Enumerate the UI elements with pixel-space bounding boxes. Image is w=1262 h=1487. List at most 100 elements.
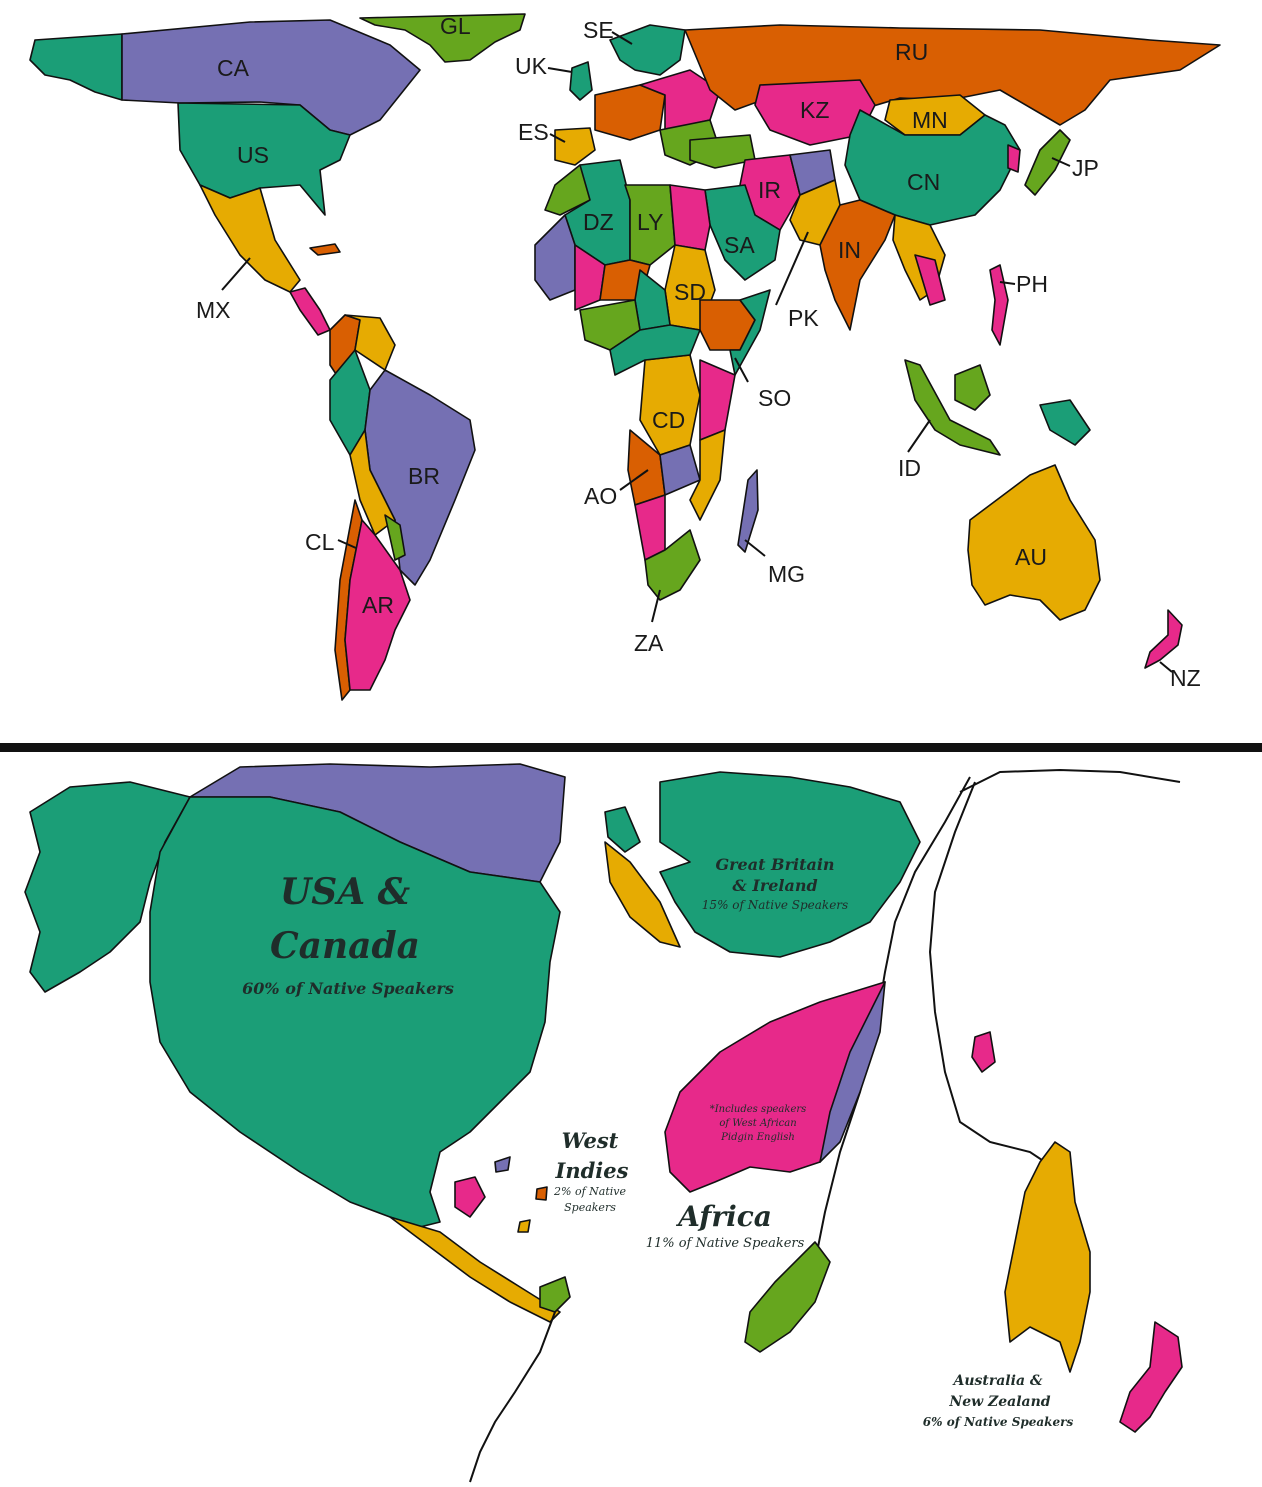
label-sd: SD <box>674 279 706 305</box>
cartogram-panel: USA & Canada 60% of Native Speakers Grea… <box>0 752 1262 1487</box>
label-au: AU <box>1015 544 1047 570</box>
english-speakers-cartogram: USA & Canada 60% of Native Speakers Grea… <box>24 763 1183 1483</box>
label-mg: MG <box>768 561 805 587</box>
ireland-blob <box>604 841 681 948</box>
australia-nz-title-1: Australia & <box>951 1373 1042 1389</box>
australia-blob <box>1004 1141 1091 1373</box>
caribbean-shape <box>309 243 341 256</box>
label-br: BR <box>408 463 440 489</box>
west-indies-islet-3 <box>517 1219 531 1233</box>
label-ar: AR <box>362 592 394 618</box>
paraguay-shape <box>384 514 406 561</box>
scandinavia-shape <box>609 24 686 76</box>
gb-ireland-share: 15% of Native Speakers <box>702 898 848 912</box>
panel-divider <box>0 743 1262 752</box>
label-kz: KZ <box>800 97 829 123</box>
drc-shape <box>639 354 701 456</box>
usa-canada-title-1: USA & <box>280 871 411 913</box>
kenya-tanzania-shape <box>699 359 736 441</box>
japan-shape <box>1024 129 1071 196</box>
label-jp: JP <box>1072 155 1099 181</box>
madagascar-shape <box>737 469 759 553</box>
south-america-strand <box>469 1311 556 1483</box>
label-dz: DZ <box>583 209 614 235</box>
label-mx: MX <box>196 297 231 323</box>
indonesia-shape <box>904 359 1001 456</box>
egypt-shape <box>669 184 711 251</box>
namibia-shape <box>634 494 666 561</box>
chad-shape <box>634 269 671 331</box>
thailand-shape <box>914 254 946 306</box>
label-so: SO <box>758 385 791 411</box>
label-mn: MN <box>912 107 948 133</box>
label-nz: NZ <box>1170 665 1201 691</box>
somalia-shape <box>729 289 771 376</box>
south-africa-shape <box>644 529 701 601</box>
spain-shape <box>554 127 596 166</box>
central-africa-shape <box>609 324 701 376</box>
west-indies-share-1: 2% of Native <box>553 1185 626 1198</box>
west-indies-title-2: Indies <box>555 1158 629 1183</box>
bolivia-shape <box>349 429 396 536</box>
greenland-shape <box>359 13 526 63</box>
china-shape <box>844 109 1021 226</box>
label-se: SE <box>583 17 614 43</box>
west-indies-islands <box>454 1176 486 1218</box>
southern-africa-blob <box>744 1241 831 1353</box>
colombia-venezuela-blob <box>539 1276 571 1313</box>
label-za: ZA <box>634 630 664 656</box>
usa-canada-blob <box>149 796 561 1228</box>
africa-share: 11% of Native Speakers <box>646 1236 805 1251</box>
label-gl: GL <box>440 13 471 39</box>
world-map: GL SE UK RU CA KZ MN ES US JP CN IR DZ L… <box>29 13 1221 701</box>
india-shape <box>819 199 896 331</box>
mali-shape <box>574 244 606 311</box>
central-america-shape <box>289 287 331 336</box>
usa-canada-title-2: Canada <box>270 925 420 967</box>
label-us: US <box>237 142 269 168</box>
label-ph: PH <box>1016 271 1048 297</box>
gb-ireland-blob <box>659 771 921 958</box>
new-zealand-shape <box>1144 609 1183 669</box>
label-es: ES <box>518 119 549 145</box>
west-africa-shape <box>534 214 576 301</box>
papua-shape <box>1039 399 1091 446</box>
india-blob <box>971 1031 996 1073</box>
borneo-shape <box>954 364 991 411</box>
gb-ireland-title-2: & Ireland <box>732 876 817 895</box>
label-uk: UK <box>515 53 548 79</box>
korea-shape <box>1007 144 1021 173</box>
west-indies-islet-1 <box>494 1156 511 1173</box>
usa-canada-share: 60% of Native Speakers <box>242 979 454 998</box>
turkey-shape <box>689 134 756 169</box>
eurasia-strand-2 <box>928 781 1061 1173</box>
australia-nz-share: 6% of Native Speakers <box>923 1415 1074 1429</box>
philippines-shape <box>989 264 1009 346</box>
label-cd: CD <box>652 407 685 433</box>
label-ca: CA <box>217 55 250 81</box>
kazakhstan-shape <box>754 79 876 146</box>
australia-shape <box>967 464 1101 621</box>
west-indies-islet-2 <box>535 1186 548 1201</box>
label-ly: LY <box>637 209 663 235</box>
label-ru: RU <box>895 39 928 65</box>
ireland-north-blob <box>604 806 641 853</box>
argentina-shape <box>344 519 411 691</box>
gb-ireland-title-1: Great Britain <box>715 855 834 874</box>
label-sa: SA <box>724 232 755 258</box>
africa-note-2: of West African <box>719 1118 796 1129</box>
australia-nz-title-2: New Zealand <box>948 1394 1050 1410</box>
mexico-shape <box>199 184 301 293</box>
label-ir: IR <box>758 177 781 203</box>
label-in: IN <box>838 237 861 263</box>
west-indies-title-1: West <box>562 1128 619 1153</box>
label-ao: AO <box>584 483 617 509</box>
new-zealand-blob <box>1119 1321 1183 1433</box>
west-indies-share-2: Speakers <box>564 1201 616 1214</box>
africa-note-1: *Includes speakers <box>710 1104 807 1115</box>
africa-east-sliver <box>819 981 886 1163</box>
eurasia-strand-3 <box>959 768 1181 793</box>
leader-lines <box>221 31 1173 673</box>
label-pk: PK <box>788 305 819 331</box>
zambia-shape <box>659 444 701 496</box>
